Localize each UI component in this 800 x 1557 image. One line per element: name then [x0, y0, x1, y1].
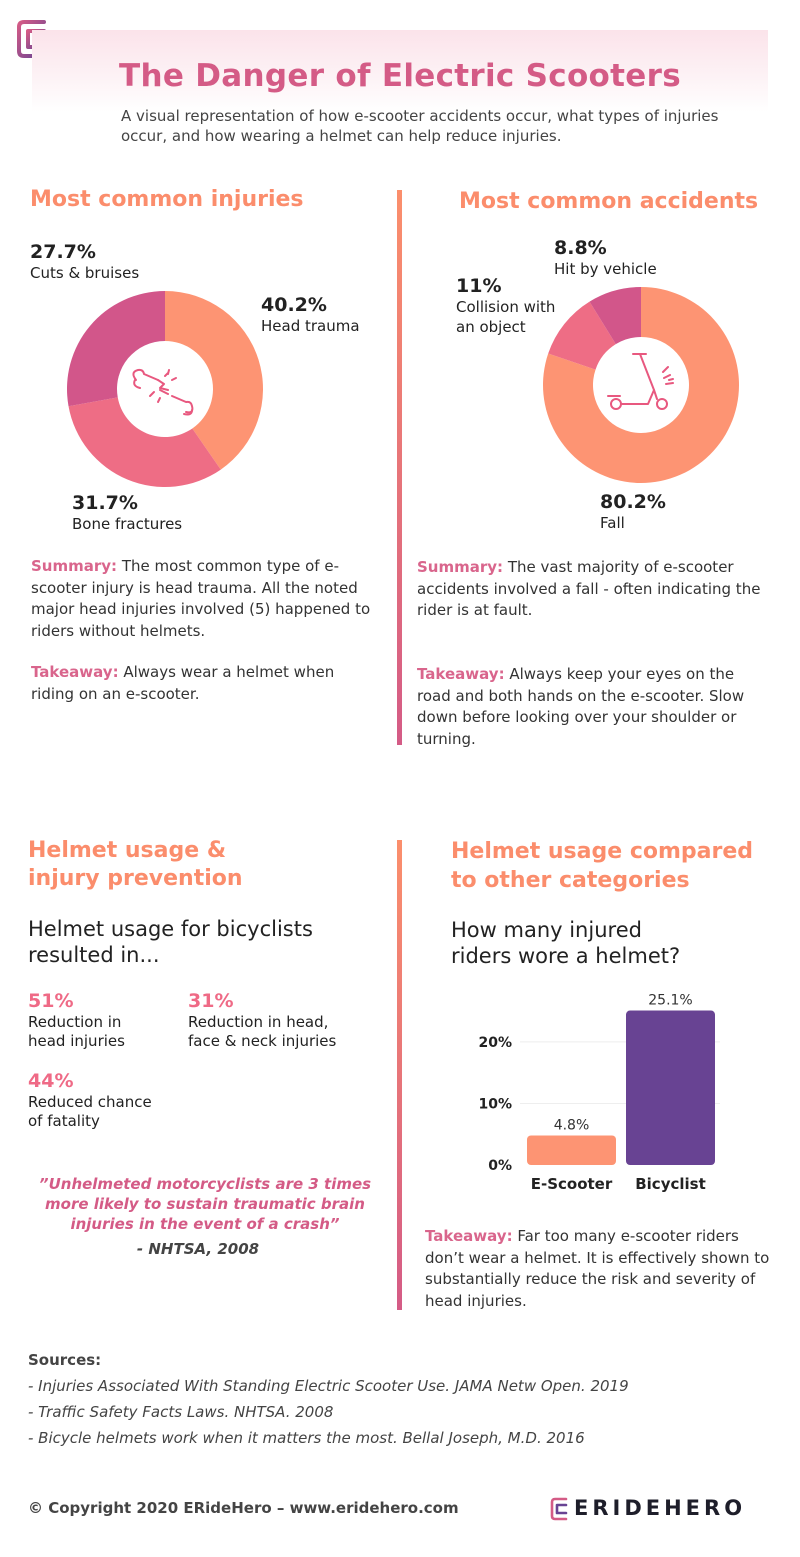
- injury-head-value: 40.2%: [261, 294, 327, 316]
- stat-fatality-line1: Reduced chance: [28, 1093, 152, 1111]
- source-item: - Traffic Safety Facts Laws. NHTSA. 2008: [28, 1403, 334, 1421]
- copyright: © Copyright 2020 ERideHero – www.eridehe…: [28, 1499, 459, 1517]
- accident-fall-value: 80.2%: [600, 491, 666, 513]
- bar-e-scooter: [527, 1135, 616, 1165]
- comparison-question-line2: riders wore a helmet?: [451, 944, 681, 968]
- comparison-heading-line2: to other categories: [451, 868, 690, 893]
- stat-face-neck-line1: Reduction in head,: [188, 1013, 329, 1031]
- stat-face-neck-line2: face & neck injuries: [188, 1032, 337, 1050]
- accident-collision-label-2: an object: [456, 318, 526, 336]
- accident-collision-value: 11%: [456, 275, 502, 297]
- bar-bicyclist: [626, 1010, 715, 1165]
- x-category-label: E-Scooter: [531, 1175, 613, 1193]
- accident-vehicle-value: 8.8%: [554, 237, 607, 259]
- source-item: - Bicycle helmets work when it matters t…: [28, 1429, 585, 1447]
- bar-value-label: 4.8%: [554, 1117, 590, 1133]
- injury-bone-value: 31.7%: [72, 492, 138, 514]
- accidents-takeaway: Takeaway: Always keep your eyes on the r…: [417, 664, 772, 750]
- stat-head-injuries-value: 51%: [28, 990, 74, 1012]
- section-divider-2: [397, 840, 402, 1310]
- sources-heading: Sources:: [28, 1351, 102, 1369]
- stat-face-neck-value: 31%: [188, 990, 234, 1012]
- helmet-intro-line2: resulted in...: [28, 943, 160, 967]
- takeaway-text: Always wear a helmet when riding on an e…: [31, 663, 335, 703]
- comparison-takeaway: Takeaway: Far too many e-scooter riders …: [425, 1226, 775, 1312]
- y-tick-label: 10%: [478, 1096, 512, 1112]
- pie-slice-cuts-bruises: [67, 291, 165, 407]
- accidents-heading: Most common accidents: [459, 189, 759, 214]
- pie-slice-bone-fractures: [68, 397, 221, 487]
- injury-cuts-label: Cuts & bruises: [30, 264, 140, 282]
- helmet-bar-chart: 0% 10% 20% 4.8% E-Scooter 25.1% Bicyclist: [478, 993, 720, 1193]
- injuries-donut-chart: [67, 291, 263, 487]
- nhtsa-quote-line2: more likely to sustain traumatic brain: [45, 1195, 365, 1213]
- accident-collision-label: Collision with: [456, 298, 556, 316]
- brand-wordmark: ERIDEHERO: [574, 1496, 747, 1520]
- comparison-question-line1: How many injured: [451, 918, 642, 942]
- summary-text: The most common type of e-scooter injury…: [31, 557, 371, 640]
- summary-label: Summary:: [31, 557, 118, 575]
- source-item: - Injuries Associated With Standing Elec…: [28, 1377, 629, 1395]
- stat-head-injuries-line2: head injuries: [28, 1032, 125, 1050]
- accident-vehicle-label: Hit by vehicle: [554, 260, 657, 278]
- stat-head-injuries-line1: Reduction in: [28, 1013, 122, 1031]
- helmet-intro-line1: Helmet usage for bicyclists: [28, 917, 313, 941]
- takeaway-text: Always keep your eyes on the road and bo…: [417, 665, 745, 748]
- nhtsa-quote-line1: ”Unhelmeted motorcyclists are 3 times: [38, 1175, 372, 1193]
- helmet-heading-line1: Helmet usage &: [28, 838, 227, 863]
- stat-fatality-line2: of fatality: [28, 1112, 100, 1130]
- stat-fatality-value: 44%: [28, 1070, 74, 1092]
- injury-bone-label: Bone fractures: [72, 515, 183, 533]
- y-tick-label: 20%: [478, 1035, 512, 1051]
- broken-bone-icon: [132, 368, 194, 416]
- injuries-takeaway: Takeaway: Always wear a helmet when ridi…: [31, 662, 371, 705]
- scooter-icon: [607, 353, 674, 410]
- bar-value-label: 25.1%: [648, 993, 692, 1009]
- section-divider: [397, 190, 402, 745]
- injury-cuts-value: 27.7%: [30, 241, 96, 263]
- injuries-heading: Most common injuries: [30, 187, 304, 212]
- page-title: The Danger of Electric Scooters: [119, 58, 681, 94]
- comparison-heading-line1: Helmet usage compared: [451, 839, 754, 864]
- helmet-heading-line2: injury prevention: [28, 866, 243, 891]
- eridehero-footer-logo-icon: [550, 1497, 568, 1521]
- takeaway-text: Far too many e-scooter riders don’t wear…: [425, 1227, 770, 1310]
- injuries-summary: Summary: The most common type of e-scoot…: [31, 556, 371, 642]
- summary-text: The vast majority of e-scooter accidents…: [417, 558, 761, 619]
- takeaway-label: Takeaway:: [425, 1227, 513, 1245]
- injury-head-label: Head trauma: [261, 317, 360, 335]
- x-category-label: Bicyclist: [635, 1175, 706, 1193]
- nhtsa-quote-line3: injuries in the event of a crash”: [70, 1215, 340, 1233]
- accidents-donut-chart: [543, 287, 739, 483]
- pie-slice-head-trauma: [165, 291, 263, 470]
- y-tick-label: 0%: [488, 1158, 512, 1174]
- page-subtitle: A visual representation of how e-scooter…: [121, 107, 719, 145]
- pie-slice-collision-with-an-object: [548, 301, 616, 370]
- pie-slice-fall: [543, 287, 739, 483]
- takeaway-label: Takeaway:: [31, 663, 119, 681]
- pie-slice-hit-by-vehicle: [589, 287, 641, 345]
- summary-label: Summary:: [417, 558, 504, 576]
- accident-fall-label: Fall: [600, 514, 625, 532]
- accidents-summary: Summary: The vast majority of e-scooter …: [417, 557, 772, 622]
- takeaway-label: Takeaway:: [417, 665, 505, 683]
- quote-citation: - NHTSA, 2008: [136, 1240, 260, 1258]
- header-background: [32, 30, 768, 112]
